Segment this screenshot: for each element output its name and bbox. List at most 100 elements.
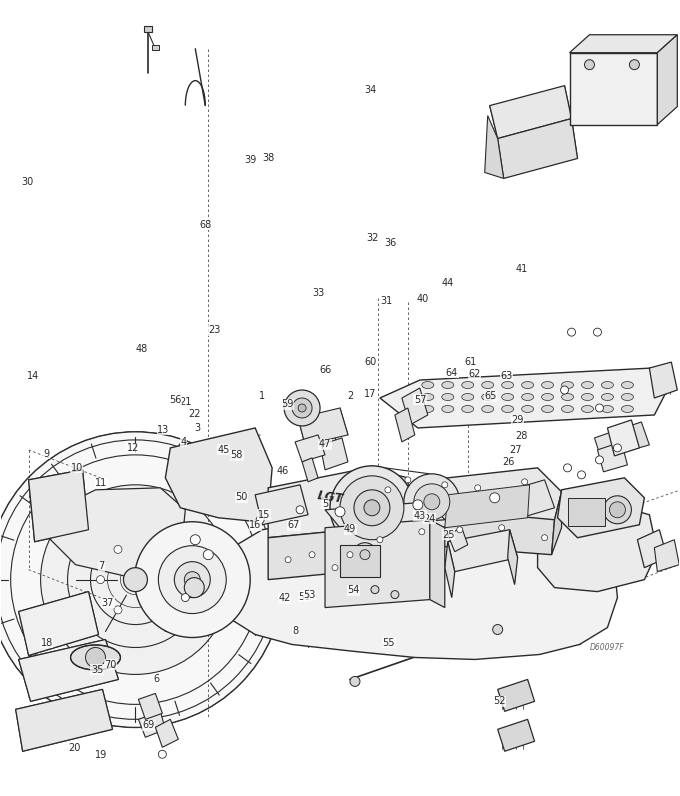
Circle shape xyxy=(498,525,505,531)
Polygon shape xyxy=(308,420,338,456)
Text: 16: 16 xyxy=(249,520,261,530)
Circle shape xyxy=(298,404,306,412)
Text: 6: 6 xyxy=(154,674,160,685)
Circle shape xyxy=(114,606,122,614)
Polygon shape xyxy=(654,540,679,572)
Circle shape xyxy=(613,444,622,452)
Polygon shape xyxy=(498,119,577,178)
Polygon shape xyxy=(447,529,517,572)
Circle shape xyxy=(285,556,291,563)
Circle shape xyxy=(596,404,603,412)
Ellipse shape xyxy=(71,645,120,670)
Bar xyxy=(340,544,380,576)
Circle shape xyxy=(609,501,626,517)
Text: LGT: LGT xyxy=(316,490,344,506)
Polygon shape xyxy=(538,505,658,591)
Polygon shape xyxy=(498,720,534,751)
Polygon shape xyxy=(445,485,530,528)
Circle shape xyxy=(114,545,122,553)
Circle shape xyxy=(596,456,603,464)
Text: 15: 15 xyxy=(258,509,270,520)
Polygon shape xyxy=(139,693,163,720)
Circle shape xyxy=(541,535,547,540)
Ellipse shape xyxy=(442,405,454,412)
Polygon shape xyxy=(517,480,555,516)
Circle shape xyxy=(296,505,304,513)
Ellipse shape xyxy=(602,381,613,388)
Polygon shape xyxy=(29,470,88,542)
Text: 48: 48 xyxy=(136,344,148,353)
Ellipse shape xyxy=(422,393,434,400)
Text: 29: 29 xyxy=(511,416,524,425)
Text: 13: 13 xyxy=(158,425,170,435)
Circle shape xyxy=(149,545,157,553)
Text: 47: 47 xyxy=(319,439,331,449)
Circle shape xyxy=(404,474,460,529)
Text: 36: 36 xyxy=(385,238,397,248)
Text: 56: 56 xyxy=(169,395,182,404)
Polygon shape xyxy=(380,368,671,428)
Ellipse shape xyxy=(541,393,554,400)
Polygon shape xyxy=(420,508,555,555)
Polygon shape xyxy=(649,362,677,398)
Text: 20: 20 xyxy=(68,743,80,752)
Bar xyxy=(568,498,605,525)
Polygon shape xyxy=(637,529,667,568)
Text: 43: 43 xyxy=(414,510,426,521)
Text: 27: 27 xyxy=(509,446,522,455)
Circle shape xyxy=(335,507,345,517)
Circle shape xyxy=(107,552,163,607)
Circle shape xyxy=(256,516,264,524)
Text: 51: 51 xyxy=(299,591,311,602)
Circle shape xyxy=(475,485,481,491)
Polygon shape xyxy=(139,712,165,737)
Circle shape xyxy=(97,576,105,583)
Polygon shape xyxy=(18,591,99,655)
Text: 68: 68 xyxy=(199,220,211,230)
Circle shape xyxy=(424,494,440,509)
Circle shape xyxy=(90,535,180,625)
Text: 30: 30 xyxy=(22,177,34,187)
Circle shape xyxy=(135,521,250,638)
Text: 69: 69 xyxy=(143,720,155,730)
Text: 70: 70 xyxy=(105,660,117,670)
Circle shape xyxy=(364,500,380,516)
Circle shape xyxy=(332,564,338,571)
Circle shape xyxy=(330,466,414,550)
Text: 21: 21 xyxy=(179,397,192,407)
Text: 7: 7 xyxy=(98,561,104,572)
Text: 24: 24 xyxy=(424,513,436,524)
Ellipse shape xyxy=(562,405,573,412)
Polygon shape xyxy=(325,501,445,528)
Text: 19: 19 xyxy=(95,751,107,760)
Text: 37: 37 xyxy=(102,598,114,608)
Circle shape xyxy=(419,529,425,535)
Text: 12: 12 xyxy=(127,443,139,453)
Text: 8: 8 xyxy=(293,626,299,636)
Circle shape xyxy=(405,477,411,483)
Ellipse shape xyxy=(522,393,534,400)
Polygon shape xyxy=(617,422,649,452)
Text: 1: 1 xyxy=(259,392,265,401)
Polygon shape xyxy=(298,408,348,445)
Ellipse shape xyxy=(602,393,613,400)
Circle shape xyxy=(0,432,283,728)
Circle shape xyxy=(284,390,320,426)
Circle shape xyxy=(0,432,283,728)
Polygon shape xyxy=(598,442,628,472)
Polygon shape xyxy=(320,438,348,470)
Text: 64: 64 xyxy=(446,368,458,377)
Circle shape xyxy=(603,496,632,524)
Polygon shape xyxy=(370,515,412,570)
Text: 38: 38 xyxy=(262,153,275,163)
Text: 59: 59 xyxy=(281,400,293,409)
Text: 60: 60 xyxy=(364,357,377,367)
Circle shape xyxy=(190,535,201,544)
Ellipse shape xyxy=(541,381,554,388)
Ellipse shape xyxy=(502,393,513,400)
Polygon shape xyxy=(445,542,455,598)
Circle shape xyxy=(120,564,150,595)
Circle shape xyxy=(630,60,639,70)
Text: 23: 23 xyxy=(208,326,220,335)
Polygon shape xyxy=(498,680,534,712)
